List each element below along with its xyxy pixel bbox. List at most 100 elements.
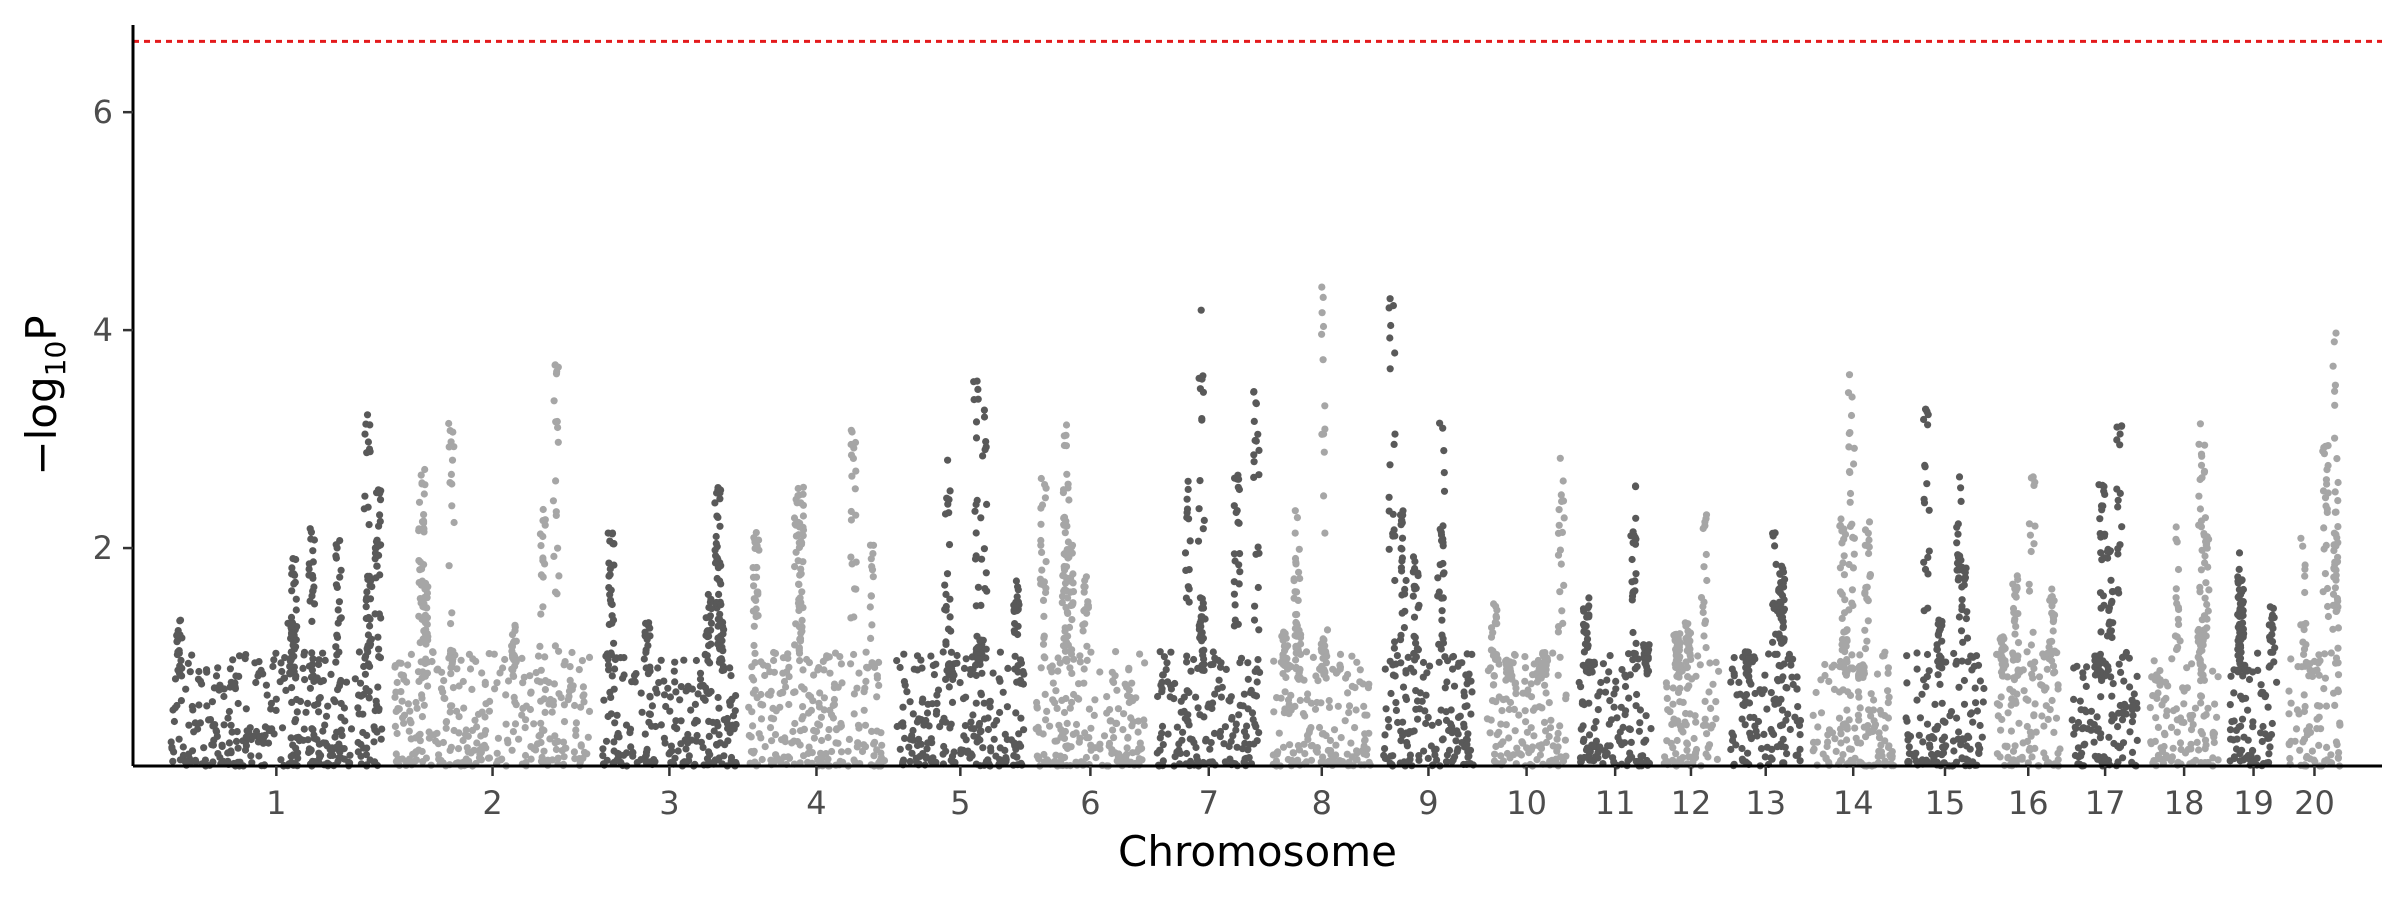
snp-point bbox=[308, 592, 316, 600]
snp-point bbox=[1291, 702, 1299, 711]
snp-point bbox=[790, 688, 798, 697]
snp-point bbox=[2117, 668, 2125, 677]
snp-point bbox=[263, 691, 271, 699]
snp-point bbox=[536, 642, 544, 651]
snp-point bbox=[1080, 588, 1088, 596]
snp-point bbox=[1923, 720, 1932, 728]
snp-point bbox=[1974, 741, 1982, 749]
snp-point bbox=[572, 731, 580, 740]
snp-point bbox=[288, 570, 296, 578]
snp-point bbox=[1345, 709, 1353, 717]
snp-point bbox=[276, 678, 284, 686]
snp-point bbox=[481, 713, 489, 721]
snp-point bbox=[1832, 747, 1840, 756]
snp-point bbox=[2027, 547, 2035, 556]
snp-point bbox=[1385, 493, 1393, 501]
snp-point bbox=[1448, 729, 1456, 737]
snp-point bbox=[2157, 755, 2165, 763]
snp-point bbox=[179, 743, 187, 751]
snp-point bbox=[1413, 697, 1422, 705]
snp-point bbox=[252, 727, 261, 736]
snp-point bbox=[2197, 566, 2205, 574]
snp-point bbox=[1433, 756, 1441, 764]
snp-point bbox=[504, 677, 513, 685]
chromosome-17-points bbox=[2068, 422, 2141, 770]
snp-point bbox=[930, 671, 939, 679]
snp-point bbox=[508, 746, 516, 754]
snp-point bbox=[688, 685, 697, 693]
snp-point bbox=[710, 727, 718, 735]
snp-point bbox=[1292, 656, 1300, 664]
snp-point bbox=[1592, 718, 1600, 726]
snp-point bbox=[2230, 753, 2238, 761]
snp-point bbox=[727, 697, 735, 705]
snp-point bbox=[1069, 570, 1077, 578]
snp-point bbox=[2201, 594, 2209, 602]
snp-point bbox=[1294, 596, 1302, 605]
snp-point bbox=[848, 472, 856, 480]
snp-point bbox=[1065, 496, 1073, 504]
snp-point bbox=[2150, 657, 2158, 665]
snp-point bbox=[1062, 442, 1070, 450]
snp-point bbox=[665, 750, 673, 758]
snp-point bbox=[2187, 740, 2195, 748]
snp-point bbox=[1522, 718, 1530, 726]
snp-point bbox=[899, 703, 907, 711]
snp-point bbox=[637, 689, 645, 697]
snp-point bbox=[1230, 590, 1238, 598]
snp-point bbox=[1542, 727, 1550, 735]
snp-point bbox=[2108, 633, 2116, 642]
snp-point bbox=[1278, 632, 1286, 640]
snp-point bbox=[1559, 477, 1567, 485]
snp-point bbox=[805, 743, 813, 751]
snp-point bbox=[392, 688, 400, 696]
snp-point bbox=[878, 741, 886, 749]
snp-point bbox=[1964, 658, 1972, 666]
snp-point bbox=[1489, 629, 1497, 637]
snp-point bbox=[459, 736, 467, 745]
snp-point bbox=[651, 758, 659, 766]
snp-point bbox=[176, 670, 184, 678]
snp-point bbox=[321, 721, 329, 729]
snp-point bbox=[1063, 638, 1071, 647]
snp-point bbox=[2120, 700, 2129, 708]
snp-point bbox=[1843, 658, 1851, 666]
snp-point bbox=[264, 739, 273, 747]
snp-point bbox=[1674, 641, 1682, 649]
snp-point bbox=[1192, 693, 1200, 701]
snp-point bbox=[347, 725, 356, 733]
snp-point bbox=[1845, 468, 1854, 476]
snp-point bbox=[1556, 722, 1564, 730]
snp-point bbox=[2205, 586, 2213, 594]
snp-point bbox=[1757, 745, 1766, 753]
snp-point bbox=[1082, 753, 1090, 762]
snp-point bbox=[195, 701, 203, 709]
snp-point bbox=[1197, 613, 1205, 621]
snp-point bbox=[2197, 692, 2206, 701]
snp-point bbox=[511, 720, 520, 728]
snp-point bbox=[754, 612, 762, 620]
snp-point bbox=[1783, 750, 1791, 758]
snp-point bbox=[1200, 666, 1208, 675]
snp-point bbox=[415, 498, 424, 506]
snp-point bbox=[1636, 719, 1644, 727]
snp-point bbox=[1510, 705, 1518, 714]
snp-point bbox=[1230, 622, 1238, 630]
snp-point bbox=[354, 738, 362, 747]
snp-point bbox=[189, 706, 197, 714]
snp-point bbox=[1440, 569, 1448, 577]
snp-point bbox=[2146, 704, 2154, 712]
snp-point bbox=[1300, 740, 1308, 748]
snp-point bbox=[1975, 749, 1983, 757]
snp-point bbox=[1112, 719, 1120, 728]
snp-point bbox=[642, 748, 651, 756]
snp-point bbox=[778, 688, 786, 697]
snp-point bbox=[1497, 720, 1505, 728]
snp-point bbox=[1838, 640, 1846, 649]
snp-point bbox=[707, 640, 715, 648]
snp-point bbox=[2203, 600, 2211, 609]
snp-point bbox=[334, 619, 342, 627]
snp-point bbox=[714, 722, 722, 730]
snp-point bbox=[2125, 654, 2133, 662]
